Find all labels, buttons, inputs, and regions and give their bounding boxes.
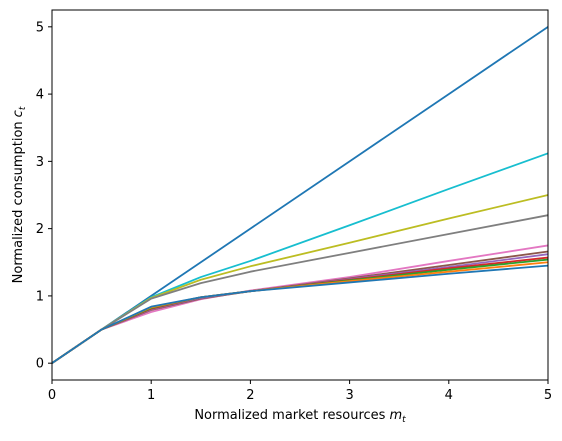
x-axis-label-text: Normalized market resources [194,408,385,423]
y-tick-label-1: 1 [36,289,44,304]
x-axis: 0 1 2 3 4 5 [48,380,552,403]
x-tick-label-2: 2 [246,388,254,403]
y-tick-label-2: 2 [36,222,44,237]
series-line-5 [51,250,549,364]
series-line-7 [51,256,549,364]
x-tick-label-5: 5 [544,388,552,403]
y-tick-label-5: 5 [36,20,44,35]
x-axis-label-subscript: t [402,415,406,425]
series-line-1 [51,152,549,364]
y-tick-label-4: 4 [36,88,44,103]
x-tick-label-1: 1 [147,388,155,403]
x-tick-label-0: 0 [48,388,56,403]
y-axis-label-subscript: t [18,106,28,110]
y-tick-label-3: 3 [36,155,44,170]
y-axis-label-symbol: c [11,110,26,117]
x-tick-label-4: 4 [445,388,453,403]
y-axis-label: Normalized consumption ct [11,106,28,283]
series-line-10 [51,264,549,364]
y-axis-label-text: Normalized consumption [11,121,26,283]
series-line-3 [51,214,549,364]
series-line-6 [51,253,549,364]
y-axis: 0 1 2 3 4 5 [36,20,52,372]
x-tick-label-3: 3 [345,388,353,403]
x-axis-label-symbol: m [389,408,402,423]
y-tick-label-0: 0 [36,357,44,372]
series-line-8 [51,258,549,364]
series-line-2 [51,194,549,364]
plot-frame [51,9,549,381]
x-axis-label: Normalized market resources mt [194,408,406,425]
series-layer [51,26,549,364]
